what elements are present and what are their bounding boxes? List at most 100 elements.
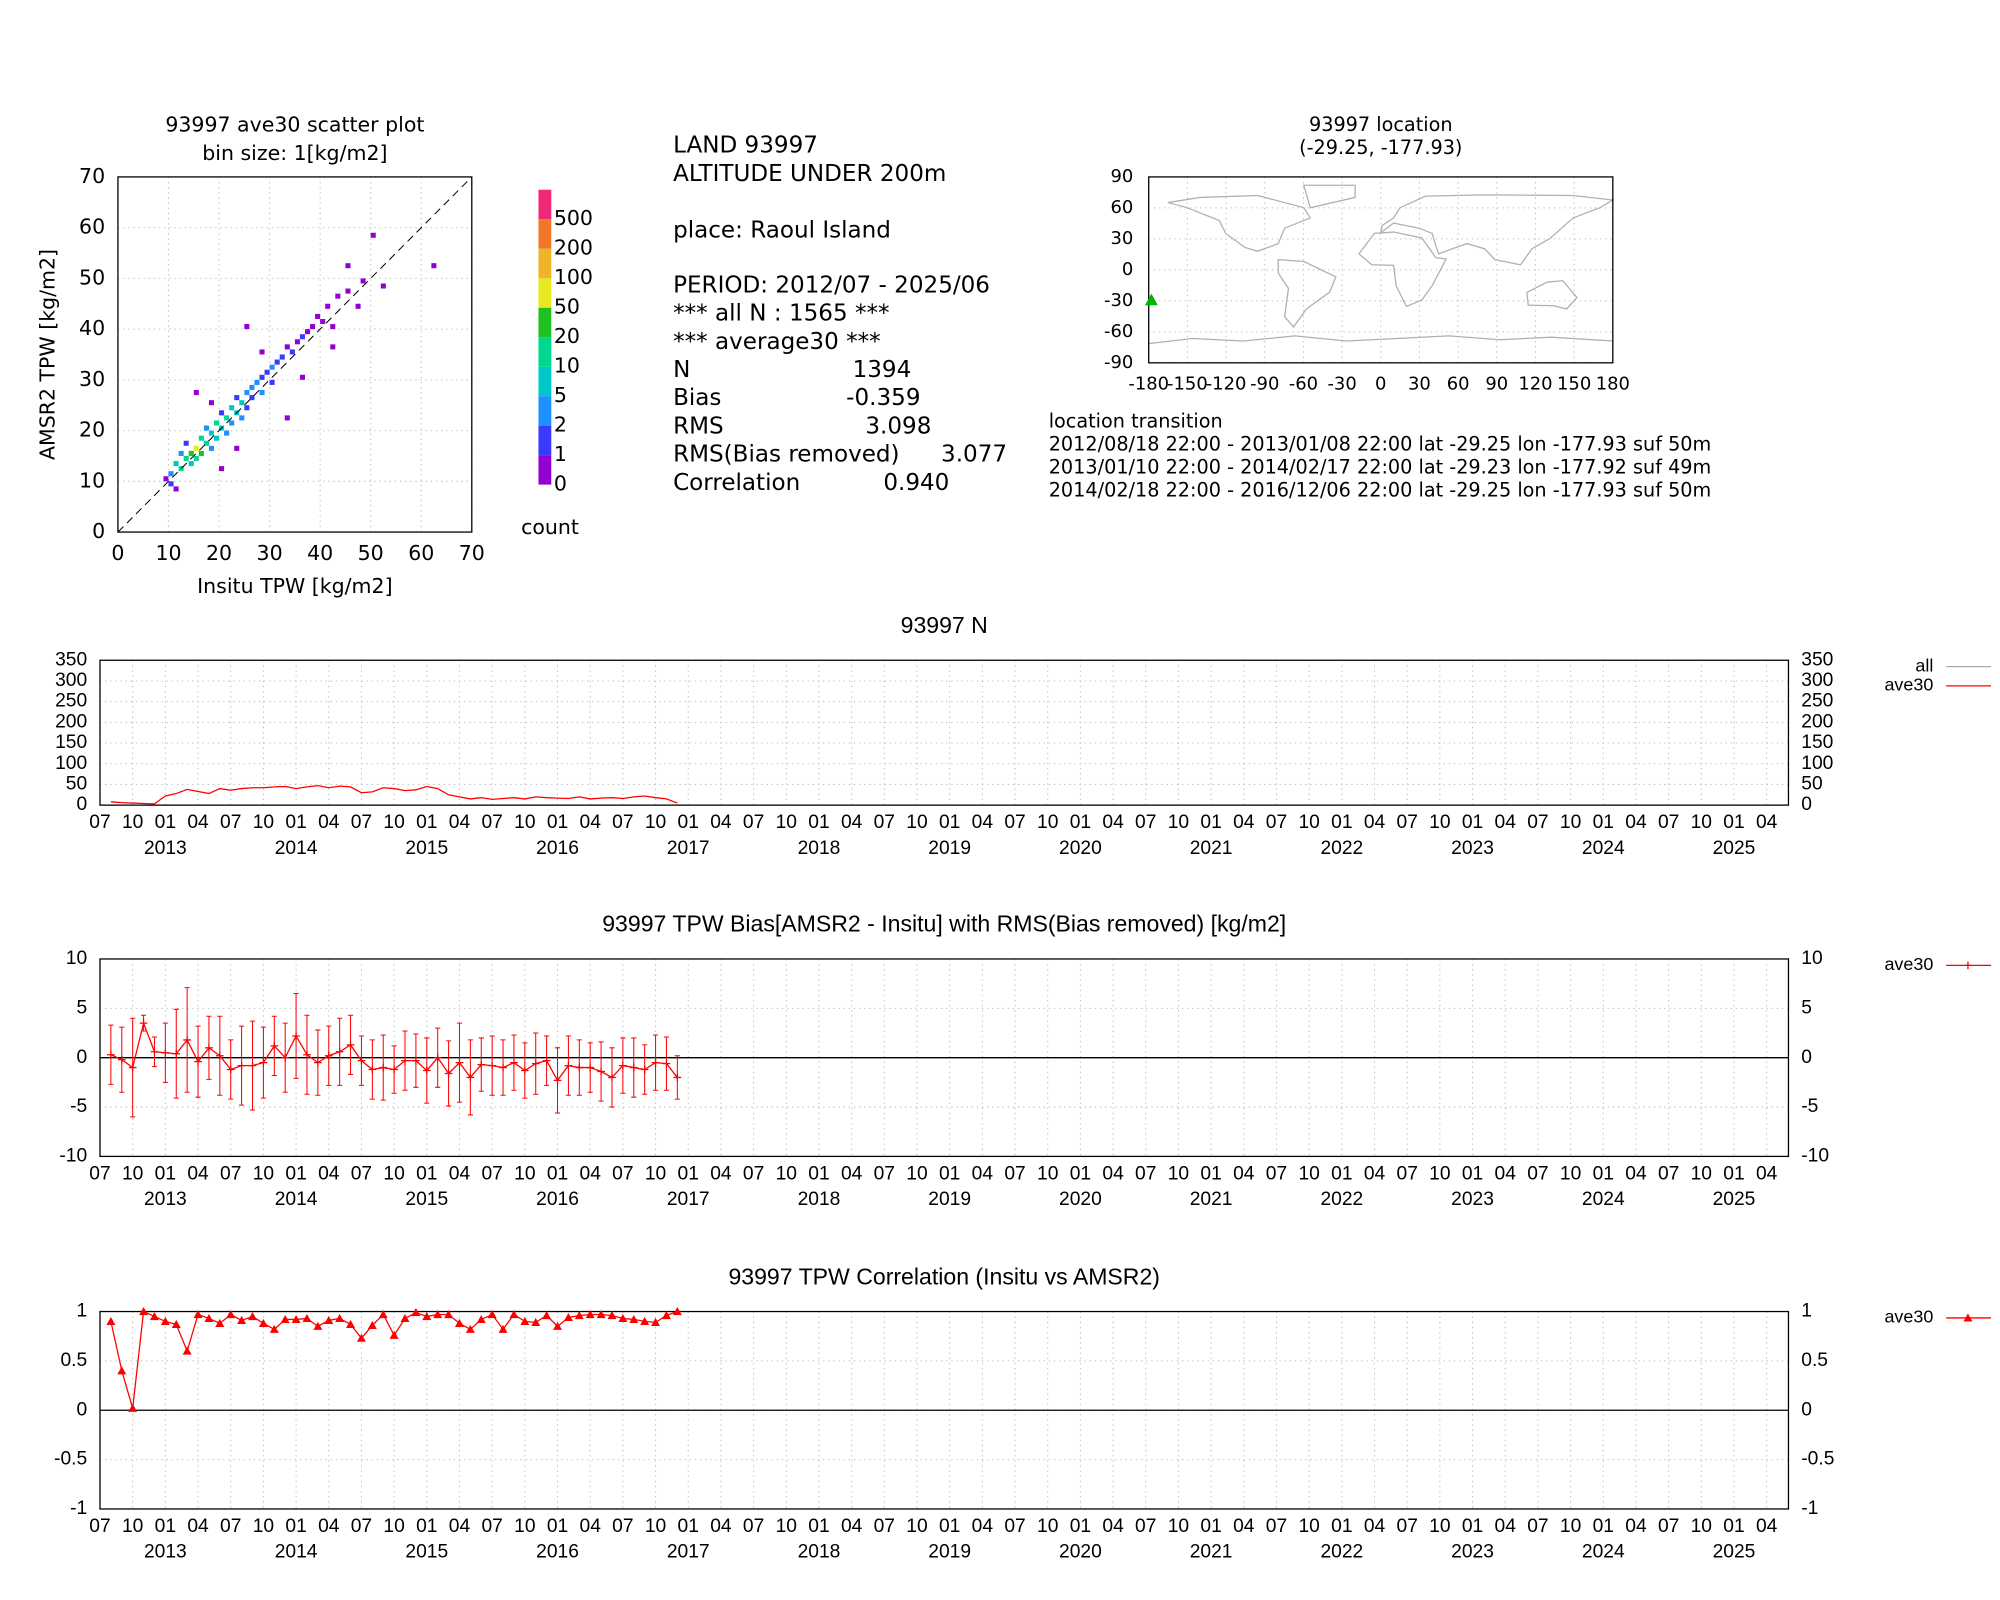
data-point <box>128 1403 138 1412</box>
year-label: 2014 <box>275 838 318 859</box>
heatmap-cell <box>208 430 214 436</box>
heatmap-cell <box>355 303 361 309</box>
colorbar-band <box>538 396 552 426</box>
y-tick-label: 350 <box>55 649 87 670</box>
colorbar-band <box>538 278 552 308</box>
x-tick-label: 01 <box>416 1516 437 1537</box>
transition-line: 2012/08/18 22:00 - 2013/01/08 22:00 lat … <box>1049 432 1712 455</box>
heatmap-cell <box>299 374 305 380</box>
heatmap-cell <box>345 288 351 294</box>
year-label: 2020 <box>1059 838 1102 859</box>
x-tick-label: 04 <box>841 1516 863 1537</box>
y-tick-label: 30 <box>1111 228 1134 249</box>
heatmap-cell <box>284 344 290 350</box>
x-tick-label: 180 <box>1596 374 1630 395</box>
y2-tick-label: -1 <box>1801 1498 1818 1519</box>
x-tick-label: 04 <box>1364 812 1386 833</box>
y-tick-label: 60 <box>79 215 105 239</box>
data-point <box>248 1061 257 1070</box>
heatmap-cell <box>259 349 265 355</box>
heatmap-cell <box>294 339 300 345</box>
data-point <box>607 1311 617 1320</box>
data-point <box>661 1311 671 1320</box>
x-tick-label: 01 <box>808 1516 829 1537</box>
data-point <box>618 1313 628 1323</box>
y-tick-label: 60 <box>1111 197 1134 218</box>
plot-frame <box>1148 176 1614 364</box>
x-tick-label: 10 <box>253 1163 274 1184</box>
x-tick-label: 04 <box>1364 1163 1386 1184</box>
y-tick-label: 70 <box>79 164 105 188</box>
chart-subtitle: bin size: 1[kg/m2] <box>202 141 387 165</box>
heatmap-cell <box>213 420 220 426</box>
x-tick-label: 10 <box>1298 1516 1319 1537</box>
legend-marker <box>1963 1313 1973 1322</box>
x-tick-label: 04 <box>1102 1516 1124 1537</box>
x-tick-label: 04 <box>841 812 863 833</box>
x-tick-label: 01 <box>285 1516 306 1537</box>
y2-tick-label: 5 <box>1801 997 1812 1018</box>
data-point <box>367 1320 377 1329</box>
colorbar-band <box>538 248 552 279</box>
heatmap-cell <box>234 395 240 401</box>
x-tick-label: 60 <box>408 541 434 565</box>
x-tick-label: 04 <box>972 1516 994 1537</box>
y2-tick-label: 150 <box>1801 732 1833 753</box>
data-point <box>139 1307 149 1316</box>
heatmap-cell <box>178 450 184 456</box>
x-tick-label: 30 <box>257 541 283 565</box>
x-tick-label: 01 <box>285 812 306 833</box>
x-tick-label: 07 <box>1135 812 1156 833</box>
x-tick-label: 10 <box>906 812 927 833</box>
x-tick-label: 10 <box>1691 1516 1712 1537</box>
data-point <box>422 1066 431 1075</box>
y2-tick-label: 0 <box>1801 794 1812 815</box>
year-label: 2018 <box>798 838 841 859</box>
data-point <box>106 1316 116 1325</box>
x-tick-label: 04 <box>1495 812 1517 833</box>
x-tick-label: 01 <box>939 812 960 833</box>
heatmap-cell <box>299 334 305 340</box>
x-tick-label: 01 <box>1593 1516 1614 1537</box>
data-point <box>117 1055 126 1064</box>
y-axis-label: AMSR2 TPW [kg/m2] <box>36 249 60 460</box>
data-point <box>237 1315 247 1325</box>
year-label: 2016 <box>536 1189 579 1210</box>
data-point <box>378 1310 388 1319</box>
year-label: 2023 <box>1451 1542 1494 1563</box>
info-line: ALTITUDE UNDER 200m <box>673 161 946 187</box>
data-point <box>433 1310 443 1319</box>
x-tick-label: 07 <box>1266 1163 1287 1184</box>
data-point <box>139 1019 148 1027</box>
x-tick-label: 04 <box>972 1163 994 1184</box>
y-tick-label: 50 <box>66 774 87 795</box>
y2-tick-label: 200 <box>1801 711 1833 732</box>
year-label: 2023 <box>1451 1189 1494 1210</box>
y2-tick-label: 250 <box>1801 691 1833 712</box>
y2-tick-label: 0 <box>1801 1047 1812 1068</box>
data-point <box>585 1310 595 1319</box>
info-line: PERIOD: 2012/07 - 2025/06 <box>673 272 990 298</box>
data-point <box>183 1036 191 1044</box>
heatmap-cell <box>198 435 204 441</box>
stat-value: 0.940 <box>883 470 949 496</box>
data-point <box>477 1060 486 1069</box>
data-point <box>117 1366 127 1375</box>
year-label: 2018 <box>798 1542 841 1563</box>
year-label: 2024 <box>1582 1542 1625 1563</box>
x-tick-label: 10 <box>645 1516 666 1537</box>
scatter-plot: 93997 ave30 scatter plot bin size: 1[kg/m… <box>36 113 593 599</box>
x-tick-label: 04 <box>1625 1516 1647 1537</box>
data-point <box>640 1065 649 1074</box>
heatmap-cell <box>168 471 174 477</box>
colorbar-label: 2 <box>554 413 567 437</box>
data-point <box>466 1073 475 1082</box>
x-tick-label: 01 <box>1070 812 1091 833</box>
transition-title: location transition <box>1049 409 1223 432</box>
x-tick-label: 07 <box>1397 812 1418 833</box>
y2-tick-label: -10 <box>1801 1145 1829 1166</box>
heatmap-cell <box>380 283 386 289</box>
x-tick-label: 10 <box>1560 1516 1581 1537</box>
heatmap-cell <box>370 232 376 238</box>
